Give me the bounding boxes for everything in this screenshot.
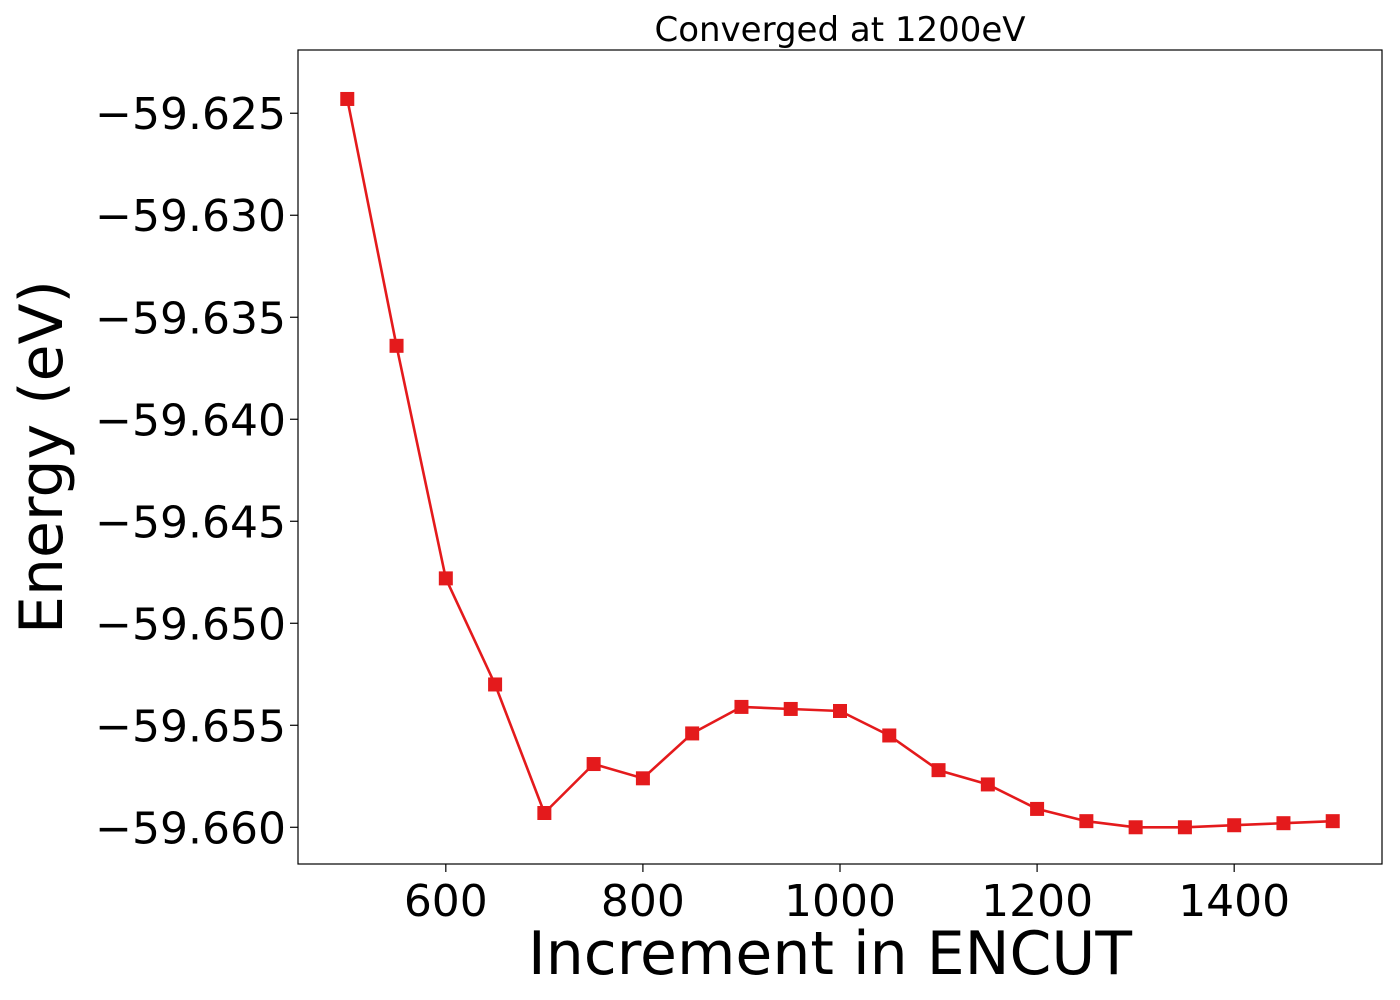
y-tick-label: −59.650 (95, 599, 286, 650)
y-tick-label: −59.645 (95, 497, 286, 548)
data-point-marker (980, 777, 995, 792)
data-point-marker (1030, 801, 1045, 816)
y-tick-label: −59.655 (95, 701, 286, 752)
data-point-marker (488, 677, 503, 692)
x-tick-label: 1400 (1178, 876, 1290, 927)
data-point-marker (685, 726, 700, 741)
data-point-marker (438, 571, 453, 586)
data-point-marker (1276, 816, 1291, 831)
y-axis-ticks: −59.625 −59.630 −59.635 −59.640 −59.645 −59.6… (95, 89, 298, 854)
chart-title: Converged at 1200eV (654, 10, 1025, 50)
data-point-marker (1227, 818, 1242, 833)
y-tick-label: −59.625 (95, 89, 286, 140)
x-tick-label: 1200 (981, 876, 1093, 927)
data-point-marker (833, 703, 847, 718)
data-point-marker (537, 805, 552, 820)
y-tick-label: −59.635 (95, 293, 286, 344)
data-point-marker (734, 699, 749, 714)
series-line (346, 98, 1333, 829)
data-point-marker (882, 728, 897, 743)
x-axis-label: Increment in ENCUT (528, 919, 1132, 989)
data-point-marker (586, 757, 601, 772)
y-tick-label: −59.630 (95, 191, 286, 242)
data-point-marker (1177, 820, 1192, 835)
data-point-marker (389, 338, 404, 353)
series-layer (340, 91, 1340, 835)
data-point-marker (1079, 814, 1094, 829)
data-point-marker (1325, 814, 1340, 829)
plot-frame-group (297, 49, 1383, 865)
data-point-marker (340, 91, 355, 106)
data-point-marker (635, 771, 650, 786)
x-tick-label: 800 (601, 876, 685, 927)
plot-area-frame (297, 49, 1383, 865)
data-point-marker (783, 701, 798, 716)
x-tick-label: 1000 (784, 876, 896, 927)
x-axis-ticks: 600 800 1000 1200 1400 (404, 864, 1290, 927)
data-point-marker (931, 763, 946, 778)
data-point-marker (1128, 820, 1143, 835)
x-tick-label: 600 (404, 876, 488, 927)
y-tick-label: −59.660 (95, 803, 286, 854)
y-axis-label: Energy (eV) (7, 280, 77, 634)
y-tick-label: −59.640 (95, 395, 286, 446)
